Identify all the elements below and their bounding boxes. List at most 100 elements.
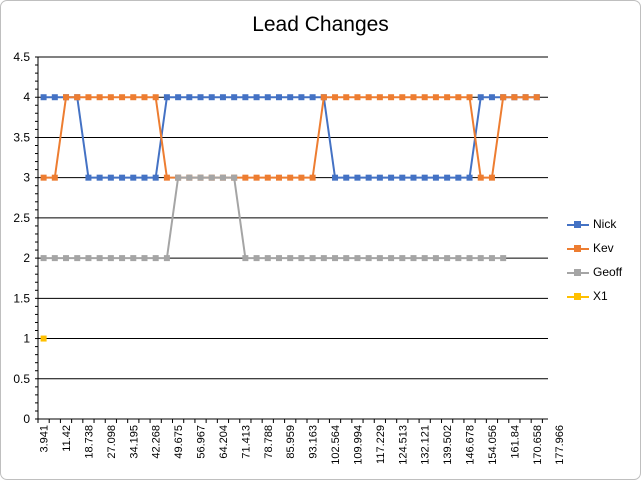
y-tick-label: 1 <box>23 332 30 346</box>
series-point-kev <box>130 94 137 101</box>
series-point-geoff <box>466 255 473 262</box>
series-point-kev <box>152 94 159 101</box>
series-point-kev <box>354 94 361 101</box>
series-point-geoff <box>74 255 81 262</box>
series-point-nick <box>242 94 249 101</box>
x-tick-label: 161.84 <box>509 425 521 459</box>
series-point-kev <box>533 94 540 101</box>
series-point-nick <box>410 174 417 181</box>
series-point-geoff <box>231 174 238 181</box>
series-point-nick <box>421 174 428 181</box>
series-point-kev <box>96 94 103 101</box>
series-point-kev <box>74 94 81 101</box>
series-point-geoff <box>63 255 70 262</box>
series-point-nick <box>455 174 462 181</box>
y-tick-label: 3 <box>23 171 30 185</box>
legend: Nick Kev Geoff X1 <box>567 215 639 311</box>
series-point-kev <box>253 174 260 181</box>
x-tick-label: 3.941 <box>39 425 51 453</box>
series-point-kev <box>275 174 282 181</box>
y-tick-label: 1.5 <box>13 291 30 305</box>
series-point-geoff <box>219 174 226 181</box>
series-point-geoff <box>253 255 260 262</box>
x-tick-label: 124.513 <box>397 425 409 465</box>
y-tick-label: 4 <box>23 90 30 104</box>
x-tick-label: 146.678 <box>465 425 477 465</box>
series-point-nick <box>298 94 305 101</box>
series-point-geoff <box>51 255 58 262</box>
series-point-geoff <box>163 255 170 262</box>
x-tick-label: 117.229 <box>375 425 387 464</box>
series-point-kev <box>477 174 484 181</box>
series-point-nick <box>287 94 294 101</box>
y-tick-label: 0.5 <box>13 372 30 386</box>
series-point-nick <box>332 174 339 181</box>
series-point-nick <box>264 94 271 101</box>
x-tick-label: 18.738 <box>83 425 95 459</box>
series-point-nick <box>197 94 204 101</box>
series-point-kev <box>444 94 451 101</box>
legend-label: Geoff <box>593 265 623 279</box>
legend-marker <box>574 245 581 252</box>
series-point-geoff <box>488 255 495 262</box>
y-tick-label: 2.5 <box>13 211 30 225</box>
series-point-geoff <box>354 255 361 262</box>
series-point-geoff <box>40 255 47 262</box>
series-point-geoff <box>421 255 428 262</box>
series-point-kev <box>432 94 439 101</box>
series-point-geoff <box>264 255 271 262</box>
series-point-geoff <box>500 255 507 262</box>
series-point-nick <box>51 94 58 101</box>
series-point-geoff <box>175 174 182 181</box>
series-point-kev <box>264 174 271 181</box>
x-tick-label: 11.42 <box>61 425 73 452</box>
x-tick-label: 139.502 <box>442 425 454 465</box>
series-point-nick <box>343 174 350 181</box>
series-point-kev <box>488 174 495 181</box>
series-point-nick <box>85 174 92 181</box>
series-point-kev <box>466 94 473 101</box>
series-point-geoff <box>477 255 484 262</box>
legend-item-x1: X1 <box>567 287 639 311</box>
series-point-nick <box>208 94 215 101</box>
series-point-nick <box>130 174 137 181</box>
x-tick-label: 154.056 <box>487 425 499 465</box>
series-point-geoff <box>320 255 327 262</box>
series-point-geoff <box>96 255 103 262</box>
series-point-kev <box>399 94 406 101</box>
series-point-kev <box>63 94 70 101</box>
series-point-nick <box>96 174 103 181</box>
series-point-geoff <box>399 255 406 262</box>
series-point-kev <box>522 94 529 101</box>
series-point-geoff <box>376 255 383 262</box>
series-point-kev <box>376 94 383 101</box>
x-tick-label: 170.658 <box>532 425 544 465</box>
legend-item-kev: Kev <box>567 239 639 263</box>
series-point-geoff <box>444 255 451 262</box>
series-point-nick <box>376 174 383 181</box>
series-point-nick <box>399 174 406 181</box>
series-point-kev <box>298 174 305 181</box>
series-point-kev <box>163 174 170 181</box>
series-point-geoff <box>343 255 350 262</box>
series-point-nick <box>40 94 47 101</box>
series-point-nick <box>354 174 361 181</box>
series-point-geoff <box>332 255 339 262</box>
legend-label: X1 <box>593 289 608 303</box>
x-tick-label: 102.564 <box>330 425 342 465</box>
x-tick-label: 42.268 <box>151 425 163 459</box>
series-point-geoff <box>107 255 114 262</box>
series-point-geoff <box>119 255 126 262</box>
series-point-nick <box>175 94 182 101</box>
y-tick-label: 4.5 <box>13 50 30 64</box>
series-point-kev <box>365 94 372 101</box>
legend-marker <box>574 293 581 300</box>
series-point-nick <box>466 174 473 181</box>
series-point-kev <box>343 94 350 101</box>
series-point-x1 <box>40 335 47 342</box>
legend-marker <box>574 269 581 276</box>
series-point-kev <box>455 94 462 101</box>
series-point-nick <box>365 174 372 181</box>
series-point-kev <box>320 94 327 101</box>
